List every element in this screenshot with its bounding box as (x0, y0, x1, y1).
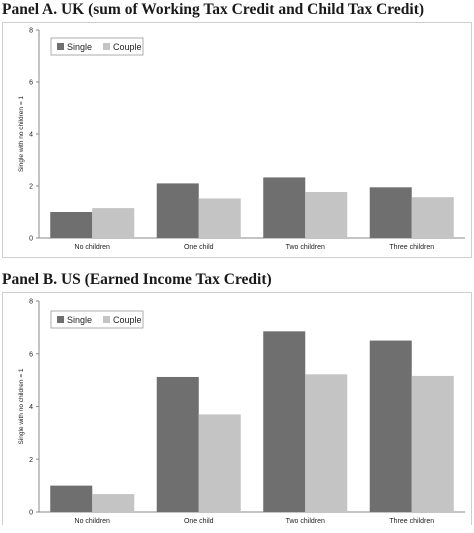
legend-swatch-single (57, 43, 64, 50)
legend-box (50, 310, 144, 329)
bar-single-no-children (50, 485, 93, 512)
bar-couple-one-child (198, 198, 241, 238)
y-tick-label: 4 (29, 132, 33, 139)
bar-single-two-children (263, 177, 306, 238)
bar-single-two-children (263, 331, 306, 512)
y-tick-label: 0 (29, 510, 33, 517)
legend-box (50, 37, 144, 56)
category-label: Two children (286, 518, 325, 525)
legend-swatch-single (57, 316, 64, 323)
bar-couple-no-children (92, 208, 135, 238)
y-tick-label: 0 (29, 236, 33, 243)
bar-couple-three-children (411, 197, 454, 238)
panel-a-plot: 0 2 4 6 8 Single with no children = 1 No child… (18, 28, 465, 251)
bar-couple-no-children (92, 494, 135, 512)
y-tick-label: 6 (29, 80, 33, 87)
y-tick-label: 8 (29, 299, 33, 306)
bar-single-one-child (156, 183, 199, 238)
y-tick-label: 4 (29, 404, 33, 411)
legend-label-couple: Couple (113, 42, 142, 52)
legend-label-couple: Couple (113, 315, 142, 325)
legend-label-single: Single (67, 42, 92, 52)
y-axis-label: Single with no children = 1 (18, 96, 25, 172)
y-tick-label: 6 (29, 351, 33, 358)
category-label: Two children (286, 244, 325, 251)
category-label: Three children (389, 518, 434, 525)
legend-swatch-couple (103, 316, 110, 323)
legend-label-single: Single (67, 315, 92, 325)
legend-swatch-couple (103, 43, 110, 50)
y-axis-label: Single with no children = 1 (18, 368, 25, 444)
category-label: No children (75, 518, 111, 525)
bar-single-three-children (369, 187, 412, 238)
category-label: One child (184, 518, 214, 525)
bar-single-no-children (50, 212, 93, 238)
panel-b-plot: 0 2 4 6 8 Single with no children = 1 No child… (18, 299, 465, 525)
panel-a-chart: 0 2 4 6 8 Single with no children = 1 No child… (2, 22, 472, 258)
y-tick-label: 2 (29, 457, 33, 464)
category-label: No children (75, 244, 111, 251)
bar-couple-two-children (305, 374, 348, 512)
category-label: One child (184, 244, 214, 251)
panel-a-title: Panel A. UK (sum of Working Tax Credit a… (2, 1, 425, 18)
panel-b-chart: 0 2 4 6 8 Single with no children = 1 No child… (2, 292, 472, 525)
panel-b-title: Panel B. US (Earned Income Tax Credit) (2, 271, 272, 288)
bar-couple-three-children (411, 375, 454, 512)
y-tick-label: 2 (29, 184, 33, 191)
bar-couple-two-children (305, 191, 348, 238)
bar-single-one-child (156, 376, 199, 512)
bar-couple-one-child (198, 414, 241, 512)
category-label: Three children (389, 244, 434, 251)
y-tick-label: 8 (29, 28, 33, 35)
bar-single-three-children (369, 340, 412, 512)
